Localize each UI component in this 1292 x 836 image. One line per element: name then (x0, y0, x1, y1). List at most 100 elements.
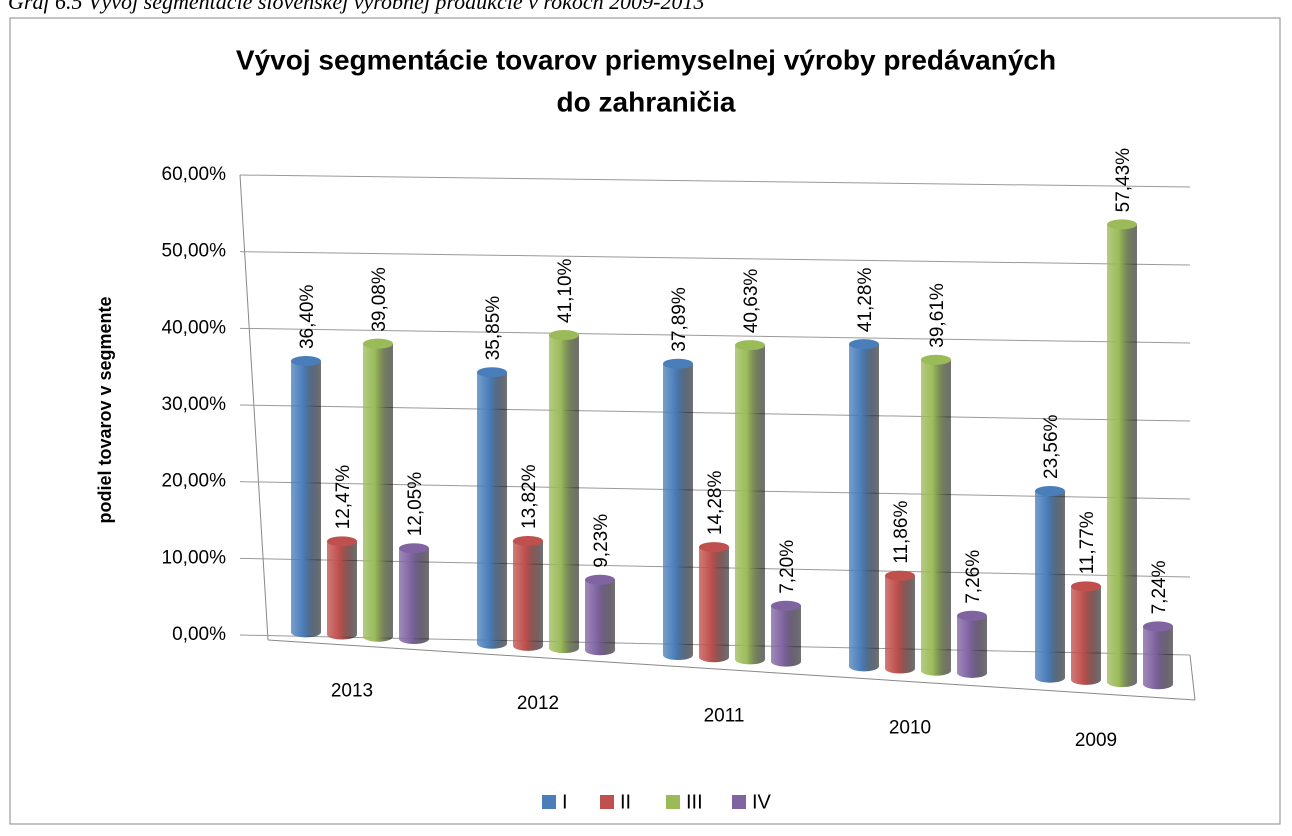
y-tick-label: 10,00% (162, 547, 227, 568)
bar-cap (849, 339, 879, 350)
bar-body (363, 343, 393, 642)
value-label: 7,26% (963, 550, 984, 604)
bar (291, 356, 321, 638)
bar-body (327, 541, 357, 640)
bar-body (291, 361, 321, 638)
bar (477, 367, 508, 649)
bar (1071, 581, 1101, 685)
legend-label: II (620, 791, 631, 813)
bar-body (921, 359, 951, 676)
bar (549, 330, 579, 654)
bar-cap (363, 338, 393, 349)
value-label: 41,28% (855, 268, 876, 333)
chart-title: Vývoj segmentácie tovarov priemyselnej v… (236, 44, 1056, 75)
bar-body (1035, 490, 1065, 683)
bar (957, 610, 987, 678)
bar-body (957, 615, 987, 678)
bar-cap (957, 610, 987, 621)
bar-body (885, 575, 915, 674)
bar (771, 600, 801, 667)
bar (735, 340, 765, 665)
bar (885, 570, 915, 674)
grid-line (239, 404, 1191, 422)
bar-cap (735, 340, 765, 351)
value-label: 41,10% (555, 258, 576, 323)
chart-frame (9, 17, 1281, 825)
x-tick-label: 2009 (1075, 730, 1117, 751)
floor-edge (1189, 654, 1196, 701)
value-label: 7,20% (777, 540, 798, 594)
y-tick-label: 40,00% (162, 317, 227, 338)
x-tick-label: 2012 (517, 693, 559, 714)
bar-cap (327, 536, 357, 547)
y-tick-label: 30,00% (162, 394, 227, 415)
legend-label: III (686, 791, 703, 813)
value-label: 12,05% (405, 472, 426, 537)
grid-line (239, 481, 1191, 500)
bar-cap (477, 367, 507, 378)
bar-cap (1107, 219, 1137, 230)
bar-cap (549, 330, 579, 341)
grid-line (239, 251, 1191, 266)
legend-swatch (666, 795, 680, 809)
bar (513, 535, 543, 651)
y-axis-title: podiel tovarov v segmente (95, 296, 115, 523)
bar (585, 574, 615, 656)
bar (663, 358, 693, 661)
bar-cap (1143, 621, 1173, 632)
bar (849, 339, 879, 672)
bar-cap (699, 542, 729, 553)
bar-body (1143, 626, 1173, 690)
bar (1143, 621, 1173, 690)
bar-body (699, 547, 729, 663)
bar-body (549, 335, 579, 654)
bar-cap (1071, 581, 1101, 592)
y-tick-label: 20,00% (162, 471, 227, 492)
bar (1035, 485, 1065, 683)
bar (363, 338, 393, 642)
bar-body (477, 372, 508, 649)
bar-cap (513, 535, 543, 546)
value-label: 14,28% (705, 471, 726, 536)
legend-label: IV (752, 791, 772, 813)
floor-edge (267, 639, 1196, 701)
value-label: 57,43% (1113, 148, 1134, 213)
bar-cap (291, 356, 321, 367)
value-label: 13,82% (519, 464, 540, 529)
value-label: 36,40% (297, 285, 318, 350)
bar-cap (1035, 485, 1065, 496)
bar-cap (885, 570, 915, 581)
value-label: 12,47% (333, 465, 354, 530)
chart-title: do zahraničia (557, 86, 736, 117)
grid-line (239, 174, 1191, 188)
value-label: 35,85% (483, 296, 504, 361)
bar-body (1071, 586, 1101, 685)
legend-swatch (600, 795, 614, 809)
bar-body (735, 345, 765, 665)
bar-cap (399, 543, 429, 554)
bar-body (513, 540, 543, 651)
legend-label: I (562, 791, 568, 813)
bar-body (1107, 224, 1137, 688)
value-label: 39,61% (927, 283, 948, 348)
legend-swatch (542, 795, 556, 809)
bar-body (399, 548, 429, 644)
value-label: 11,86% (891, 501, 912, 564)
bar-cap (663, 358, 693, 369)
value-label: 23,56% (1041, 414, 1062, 479)
x-tick-label: 2011 (704, 705, 745, 726)
bar (1107, 219, 1137, 688)
value-label: 11,77% (1077, 511, 1098, 574)
bar-cap (585, 574, 615, 585)
value-label: 39,08% (369, 267, 390, 332)
value-label: 7,24% (1149, 560, 1170, 614)
bar-body (663, 363, 693, 661)
bar-body (849, 344, 879, 672)
caption: Graf 6.5 Vývoj segmentácie slovenskej vý… (8, 0, 704, 14)
y-tick-label: 60,00% (162, 164, 227, 185)
value-label: 9,23% (591, 514, 612, 568)
grid-line (239, 327, 1191, 344)
x-tick-label: 2010 (889, 718, 931, 739)
axis-line (239, 174, 269, 641)
